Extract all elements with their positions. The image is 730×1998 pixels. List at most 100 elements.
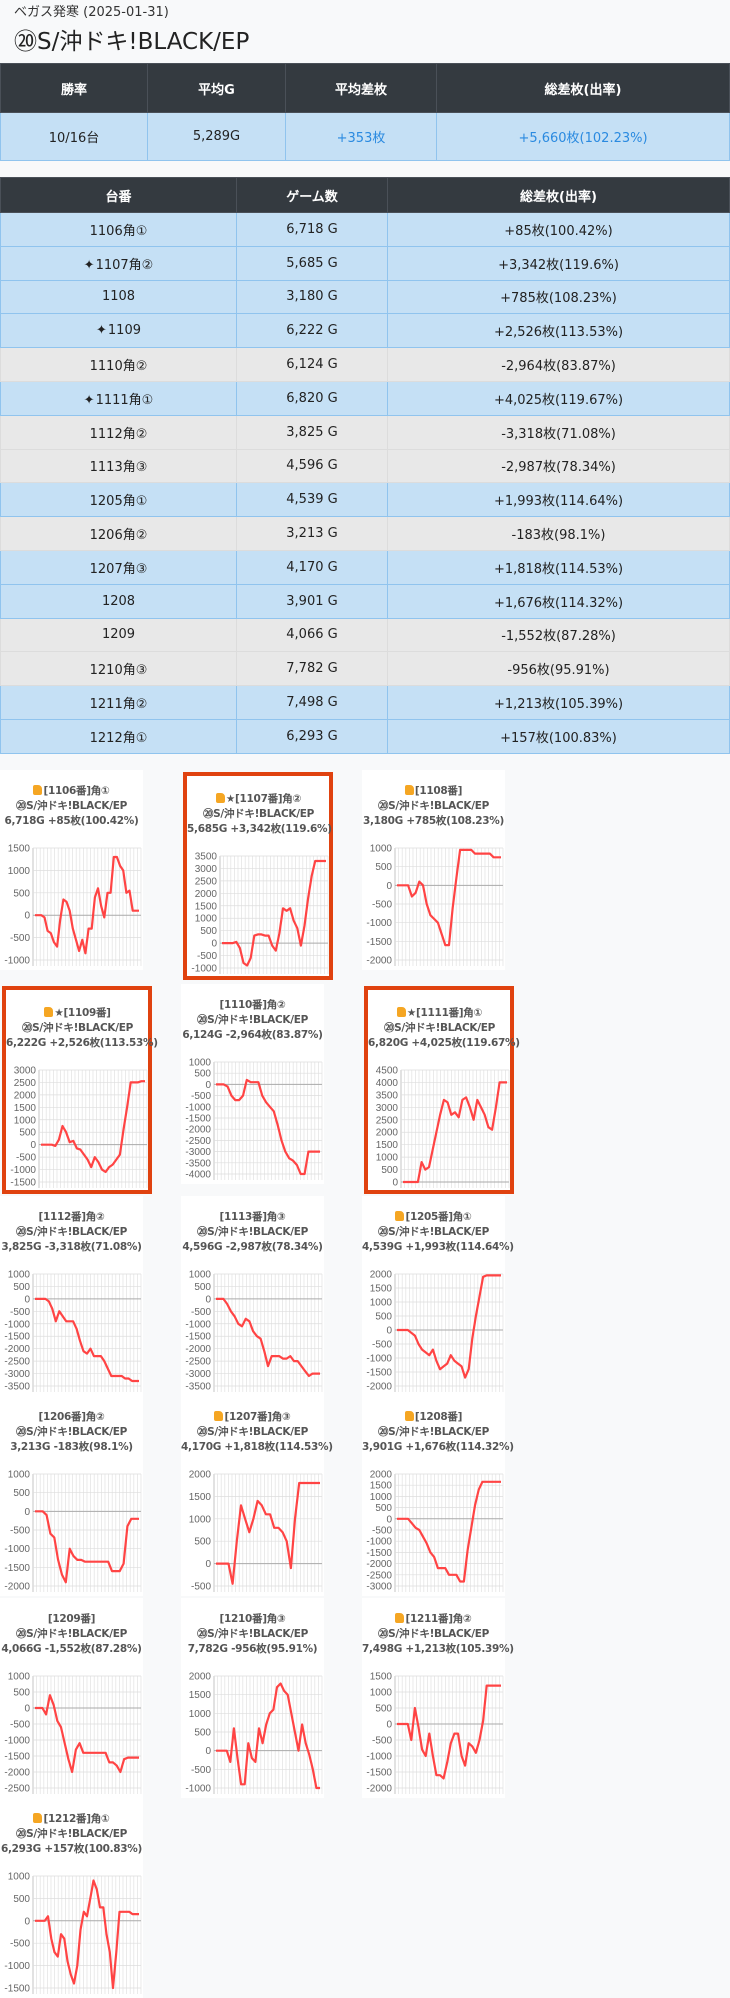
machine-number: 1206角② [0, 516, 237, 551]
y-tick-label: -1000 [191, 964, 217, 975]
chart-card[interactable]: [1113番]角③ ⑳S/沖ドキ!BLACK/EP 4,596G -2,987枚(7… [181, 1196, 324, 1396]
machine-number: 1205角① [0, 482, 237, 518]
thumbs-up-icon [395, 1211, 405, 1221]
chart-card[interactable]: [1106番]角① ⑳S/沖ドキ!BLACK/EP 6,718G +85枚(100.… [0, 770, 143, 970]
star-icon: ★ [54, 1007, 64, 1019]
chart-stats: 6,820G +4,025枚(119.67%) [368, 1037, 520, 1049]
header-total-diff: 総差枚(出率) [387, 177, 730, 213]
table-row: ✦1109 6,222 G +2,526枚(113.53%) [0, 313, 730, 349]
chart-card[interactable]: [1112番]角② ⑳S/沖ドキ!BLACK/EP 3,825G -3,318枚(7… [0, 1196, 143, 1396]
line-chart: -1000 -500 0 500 1000 1500 2000 [185, 1672, 323, 1795]
y-tick-label: -1500 [366, 1548, 392, 1559]
summary-header-avg-diff: 平均差枚 [285, 63, 437, 113]
games: 4,596 G [236, 448, 388, 484]
table-row: 1211角② 7,498 G +1,213枚(105.39%) [0, 685, 730, 720]
y-tick-label: -500 [16, 1153, 36, 1164]
machine-number-label: 1208 [101, 593, 136, 609]
y-tick-label: -500 [372, 1736, 392, 1747]
y-tick-label: -500 [10, 1526, 30, 1537]
y-tick-label: -500 [197, 951, 217, 962]
header-games: ゲーム数 [236, 177, 388, 213]
line-chart: -4000-3500-3000-2500-2000-1500-1000-5000… [185, 1058, 323, 1181]
chart-card[interactable]: [1210番]角③ ⑳S/沖ドキ!BLACK/EP 7,782G -956枚(95.… [181, 1598, 324, 1798]
machine-number-label: 1111角① [95, 392, 154, 408]
machine-number-label: 1110角② [89, 359, 148, 375]
chart-stats: 7,498G +1,213枚(105.39%) [362, 1643, 514, 1655]
machine-number-label: 1112角② [89, 426, 148, 442]
chart-machine-name: ⑳S/沖ドキ!BLACK/EP [21, 1022, 134, 1034]
chart-card[interactable]: ★[1107番]角② ⑳S/沖ドキ!BLACK/EP 5,685G +3,342枚(… [183, 772, 333, 980]
y-tick-label: 0 [386, 1720, 392, 1731]
line-chart: -2000 -1500 -1000 -500 0 500 1000 1500 2000 [366, 1270, 504, 1393]
machine-number-label: 1205角① [89, 494, 148, 510]
total-diff: +1,818枚(114.53%) [387, 549, 730, 585]
chart-card[interactable]: [1208番] ⑳S/沖ドキ!BLACK/EP 3,901G +1,676枚(114… [362, 1396, 514, 1596]
y-tick-label: -2000 [4, 1344, 30, 1355]
chart-grid: [1106番]角① ⑳S/沖ドキ!BLACK/EP 6,718G +85枚(100.… [0, 770, 520, 1998]
chart-card[interactable]: [1211番]角② ⑳S/沖ドキ!BLACK/EP 7,498G +1,213枚(1… [362, 1598, 514, 1798]
thumbs-up-icon [395, 1613, 405, 1623]
chart-card[interactable]: [1207番]角③ ⑳S/沖ドキ!BLACK/EP 4,170G +1,818枚(1… [181, 1396, 333, 1596]
series-line [397, 1274, 501, 1379]
games: 6,124 G [236, 347, 388, 382]
y-tick-label: -500 [191, 1765, 211, 1776]
machine-number: 1211角② [0, 685, 237, 720]
games: 6,293 G [236, 718, 388, 754]
games: 6,222 G [236, 313, 388, 349]
games: 3,213 G [236, 516, 388, 551]
chart-machine-name: ⑳S/沖ドキ!BLACK/EP [377, 800, 490, 812]
y-tick-label: 1500 [8, 844, 31, 855]
y-tick-label: -1000 [366, 918, 392, 929]
y-tick-label: 1000 [8, 1270, 31, 1281]
games: 6,718 G [236, 212, 388, 247]
chart-card[interactable]: [1110番]角② ⑳S/沖ドキ!BLACK/EP 6,124G -2,964枚(8… [181, 984, 324, 1184]
y-tick-label: 500 [375, 1503, 392, 1514]
y-tick-label: -500 [10, 1720, 30, 1731]
chart-machine-name: ⑳S/沖ドキ!BLACK/EP [196, 1628, 309, 1640]
chart-machine-name: ⑳S/沖ドキ!BLACK/EP [15, 1226, 128, 1238]
chart-title: [1205番]角① ⑳S/沖ドキ!BLACK/EP 4,539G +1,993枚(1… [362, 1210, 514, 1255]
y-tick-label: 1500 [14, 1103, 37, 1114]
chart-card[interactable]: [1108番] ⑳S/沖ドキ!BLACK/EP 3,180G +785枚(108.2… [362, 770, 505, 970]
y-tick-label: 0 [24, 1294, 30, 1305]
total-diff: +785枚(108.23%) [387, 279, 730, 315]
table-row: 1112角② 3,825 G -3,318枚(71.08%) [0, 414, 730, 450]
chart-card[interactable]: [1206番]角② ⑳S/沖ドキ!BLACK/EP 3,213G -183枚(98.… [0, 1396, 143, 1596]
y-tick-label: -2000 [4, 1768, 30, 1779]
y-tick-label: 500 [13, 1282, 30, 1293]
chart-card[interactable]: ★[1111番]角① ⑳S/沖ドキ!BLACK/EP 6,820G +4,025枚(… [364, 986, 520, 1194]
chart-card[interactable]: [1212番]角① ⑳S/沖ドキ!BLACK/EP 6,293G +157枚(100… [0, 1798, 143, 1998]
chart-stats: 5,685G +3,342枚(119.6%) [187, 823, 332, 835]
summary-avg-diff: +353枚 [285, 112, 437, 161]
machine-number-label: 1106角① [89, 223, 148, 239]
y-tick-label: 500 [200, 926, 217, 937]
y-tick-label: 1000 [189, 1058, 212, 1069]
summary-winrate: 10/16台 [0, 112, 148, 161]
machine-number: 1209 [0, 617, 237, 653]
chart-card[interactable]: ★[1109番] ⑳S/沖ドキ!BLACK/EP 6,222G +2,526枚(11… [2, 986, 158, 1194]
machine-number: 1112角② [0, 414, 237, 450]
y-tick-label: -4000 [185, 1170, 211, 1181]
thumbs-up-icon [33, 1813, 43, 1823]
y-tick-label: -1000 [4, 1961, 30, 1972]
table-row: 1108 3,180 G +785枚(108.23%) [0, 279, 730, 315]
y-tick-label: 0 [205, 1294, 211, 1305]
chart-card[interactable]: [1205番]角① ⑳S/沖ドキ!BLACK/EP 4,539G +1,993枚(1… [362, 1196, 514, 1396]
line-chart: -3500 -3000-2500 -2000-1500 -1000-500 050010… [4, 1270, 142, 1393]
machine-number-label: 1210角③ [89, 663, 148, 679]
y-tick-label: 2000 [189, 1470, 212, 1481]
y-tick-label: 500 [381, 1165, 398, 1176]
chart-machine-name: ⑳S/沖ドキ!BLACK/EP [15, 1628, 128, 1640]
y-tick-label: 2000 [370, 1470, 393, 1481]
y-tick-label: 3500 [376, 1090, 399, 1101]
thumbs-up-icon [33, 785, 43, 795]
y-tick-label: 2000 [14, 1090, 37, 1101]
chart-card[interactable]: [1209番] ⑳S/沖ドキ!BLACK/EP 4,066G -1,552枚(87.… [0, 1598, 143, 1798]
y-tick-label: -2500 [185, 1136, 211, 1147]
machine-number-label: 1207角③ [89, 561, 148, 577]
chart-label: [1107番]角② [235, 793, 302, 805]
total-diff: -2,964枚(83.87%) [387, 347, 730, 382]
y-tick-label: -1500 [366, 937, 392, 948]
